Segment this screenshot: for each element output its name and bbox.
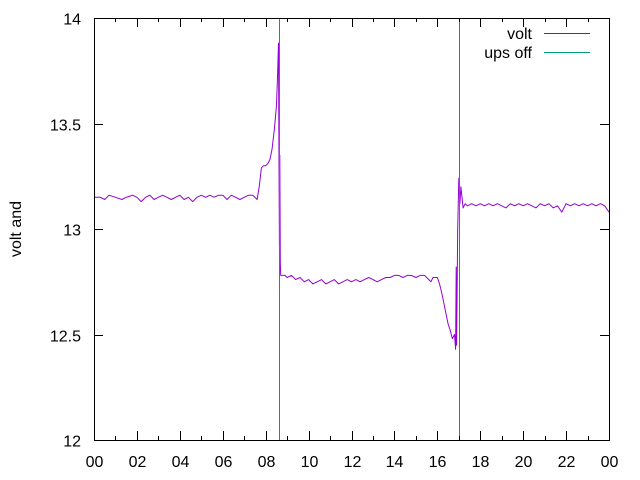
- y-tick-label: 13.5: [50, 118, 81, 135]
- x-tick-label: 20: [515, 454, 533, 471]
- x-tick-label: 06: [215, 454, 233, 471]
- x-tick-label: 08: [258, 454, 276, 471]
- volt-series-line: [94, 42, 610, 350]
- y-tick-label: 12.5: [50, 329, 81, 346]
- x-tick-label: 12: [344, 454, 362, 471]
- x-tick-label: 00: [86, 454, 104, 471]
- legend-label-ups-off: ups off: [484, 45, 532, 62]
- legend: volt ups off: [484, 26, 590, 62]
- labels-layer: 00 02 04 06 08 10 12 14 16 18 20 22 00 12 12.5 13 13.5 14: [50, 12, 619, 472]
- y-tick-label: 12: [63, 434, 81, 451]
- x-tick-label: 18: [472, 454, 490, 471]
- ticks-layer: [94, 18, 610, 441]
- x-tick-label: 04: [172, 454, 190, 471]
- x-tick-label: 10: [301, 454, 319, 471]
- x-tick-label: 16: [429, 454, 447, 471]
- series-layer: [94, 18, 610, 440]
- legend-label-volt: volt: [507, 26, 532, 43]
- plot-frame: [94, 18, 610, 441]
- y-tick-label: 14: [63, 12, 81, 29]
- x-tick-label: 00: [601, 454, 619, 471]
- x-tick-label: 02: [129, 454, 147, 471]
- y-tick-label: 13: [63, 223, 81, 240]
- x-tick-label: 14: [386, 454, 404, 471]
- y-axis-label: volt and: [8, 201, 25, 257]
- x-tick-label: 22: [558, 454, 576, 471]
